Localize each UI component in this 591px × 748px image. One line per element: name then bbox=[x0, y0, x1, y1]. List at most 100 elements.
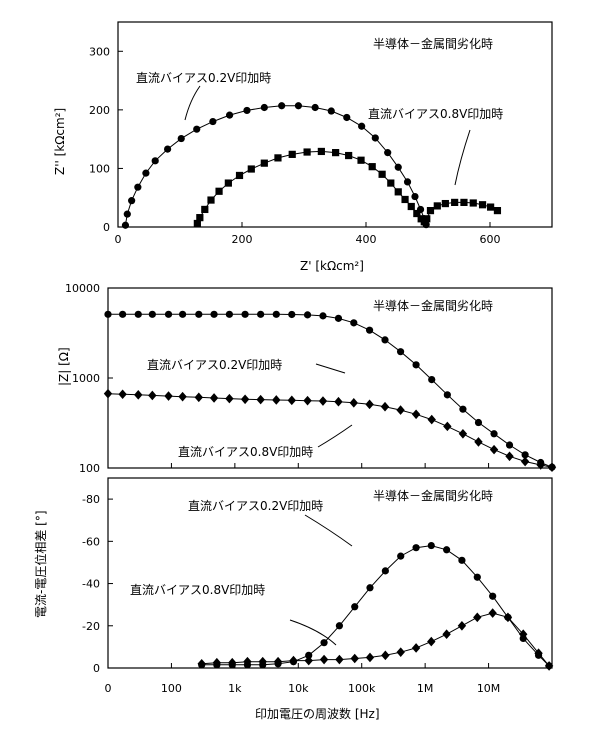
nyquist-series-1-point bbox=[423, 215, 430, 222]
nyquist-series-0-point bbox=[226, 112, 233, 119]
nyquist-series-0-point bbox=[372, 134, 379, 141]
magnitude-series-0-point bbox=[226, 311, 233, 318]
phase-x-tick-label: 100k bbox=[348, 682, 376, 695]
magnitude-series-1-point bbox=[459, 429, 467, 439]
nyquist-series-0-point bbox=[243, 107, 250, 114]
phase-y-axis-label: 電流-電圧位相差 [°] bbox=[33, 510, 48, 618]
phase-y-tick-label: 0 bbox=[93, 662, 100, 675]
magnitude-series-0-point bbox=[506, 441, 513, 448]
magnitude-series-1-point bbox=[521, 457, 529, 467]
phase-series-0-point bbox=[366, 584, 373, 591]
magnitude-series-1-point bbox=[288, 396, 296, 406]
magnitude-arrow-0-2v bbox=[316, 364, 345, 373]
magnitude-series-1-point bbox=[210, 393, 218, 403]
magnitude-series-1-point bbox=[104, 389, 112, 399]
phase-series-0-point bbox=[397, 553, 404, 560]
magnitude-series-1-point bbox=[178, 392, 186, 402]
nyquist-series-0-point bbox=[278, 102, 285, 109]
phase-arrow-0-2v bbox=[305, 515, 352, 546]
magnitude-series-1-point bbox=[134, 390, 142, 400]
nyquist-series-0-point bbox=[395, 164, 402, 171]
phase-series-1-line bbox=[202, 613, 549, 666]
magnitude-plot-frame bbox=[108, 288, 552, 468]
nyquist-arrow-0-2v bbox=[185, 86, 200, 120]
nyquist-series-0-point bbox=[142, 170, 149, 177]
nyquist-series-0-point bbox=[178, 135, 185, 142]
nyquist-series-1-point bbox=[345, 152, 352, 159]
magnitude-series-0-line bbox=[108, 314, 552, 467]
bode-phase-panel: 半導体－金属間劣化時 直流バイアス0.2V印加時 直流バイアス0.8V印加時 0… bbox=[33, 478, 553, 721]
magnitude-series-1-point bbox=[381, 402, 389, 412]
nyquist-series-0-point bbox=[404, 178, 411, 185]
magnitude-series-0-point bbox=[195, 311, 202, 318]
nyquist-annotation-0-2v: 直流バイアス0.2V印加時 bbox=[136, 71, 271, 85]
magnitude-series-1-point bbox=[505, 451, 513, 461]
nyquist-series-0-point bbox=[134, 184, 141, 191]
phase-series-1-point bbox=[442, 629, 450, 639]
magnitude-series-0-point bbox=[179, 311, 186, 318]
phase-x-tick-label: 1k bbox=[228, 682, 242, 695]
nyquist-series-1-point bbox=[289, 151, 296, 158]
magnitude-series-1-point bbox=[256, 395, 264, 405]
phase-series-0-point bbox=[382, 567, 389, 574]
magnitude-series-1-point bbox=[396, 405, 404, 415]
magnitude-series-0-point bbox=[119, 311, 126, 318]
magnitude-series-0-point bbox=[319, 312, 326, 319]
nyquist-series-0-point bbox=[122, 222, 129, 229]
magnitude-series-0-point bbox=[273, 311, 280, 318]
phase-x-tick-label: 10M bbox=[477, 682, 501, 695]
bode-magnitude-panel: 半導体－金属間劣化時 直流バイアス0.2V印加時 直流バイアス0.8V印加時 1… bbox=[57, 282, 556, 475]
phase-x-tick-label: 10k bbox=[288, 682, 309, 695]
phase-series-0-point bbox=[474, 574, 481, 581]
phase-series-0-point bbox=[489, 593, 496, 600]
nyquist-series-1-point bbox=[408, 203, 415, 210]
nyquist-series-1-point bbox=[261, 160, 268, 167]
nyquist-series-0-point bbox=[328, 107, 335, 114]
phase-annotation-0-8v: 直流バイアス0.8V印加時 bbox=[130, 583, 265, 597]
nyquist-series-0-point bbox=[358, 123, 365, 130]
magnitude-series-0-point bbox=[165, 311, 172, 318]
magnitude-series-0-point bbox=[444, 391, 451, 398]
nyquist-series-0-point bbox=[152, 157, 159, 164]
phase-series-1-point bbox=[366, 653, 374, 663]
phase-series-1-point bbox=[412, 643, 420, 653]
phase-series-1-point bbox=[427, 637, 435, 647]
magnitude-y-tick-label: 10000 bbox=[65, 282, 100, 295]
nyquist-series-1-point bbox=[236, 172, 243, 179]
nyquist-series-1-point bbox=[401, 196, 408, 203]
magnitude-series-0-point bbox=[149, 311, 156, 318]
magnitude-series-1-point bbox=[225, 394, 233, 404]
nyquist-y-tick-label: 200 bbox=[89, 104, 110, 117]
nyquist-series-1-point bbox=[434, 202, 441, 209]
phase-series-0-line bbox=[202, 546, 549, 666]
nyquist-series-1-point bbox=[487, 203, 494, 210]
nyquist-series-0-point bbox=[124, 211, 131, 218]
magnitude-y-axis-label: |Z| [Ω] bbox=[57, 347, 71, 386]
magnitude-series-0-point bbox=[412, 361, 419, 368]
nyquist-series-1-line bbox=[197, 151, 497, 223]
nyquist-series-1-point bbox=[427, 207, 434, 214]
nyquist-series-0-point bbox=[384, 149, 391, 156]
nyquist-series-0-point bbox=[128, 197, 135, 204]
phase-series-1-point bbox=[381, 651, 389, 661]
nyquist-series-1-point bbox=[479, 201, 486, 208]
nyquist-series-1-point bbox=[196, 214, 203, 221]
magnitude-series-0-point bbox=[397, 348, 404, 355]
nyquist-series-1-point bbox=[369, 163, 376, 170]
magnitude-series-1-point bbox=[365, 400, 373, 410]
magnitude-arrow-0-8v bbox=[318, 425, 352, 447]
nyquist-arrow-0-8v bbox=[455, 130, 470, 185]
nyquist-series-1-point bbox=[201, 206, 208, 213]
phase-annotation-0-2v: 直流バイアス0.2V印加時 bbox=[188, 499, 323, 513]
phase-series-1-point bbox=[351, 654, 359, 664]
phase-series-1-point bbox=[289, 656, 297, 666]
phase-y-tick-label: -40 bbox=[82, 578, 100, 591]
nyquist-series-0-point bbox=[343, 114, 350, 121]
nyquist-series-1-point bbox=[451, 199, 458, 206]
nyquist-x-tick-label: 600 bbox=[480, 233, 501, 246]
magnitude-series-1-point bbox=[303, 396, 311, 406]
magnitude-series-0-point bbox=[135, 311, 142, 318]
nyquist-series-0-point bbox=[209, 118, 216, 125]
magnitude-series-1-point bbox=[241, 394, 249, 404]
